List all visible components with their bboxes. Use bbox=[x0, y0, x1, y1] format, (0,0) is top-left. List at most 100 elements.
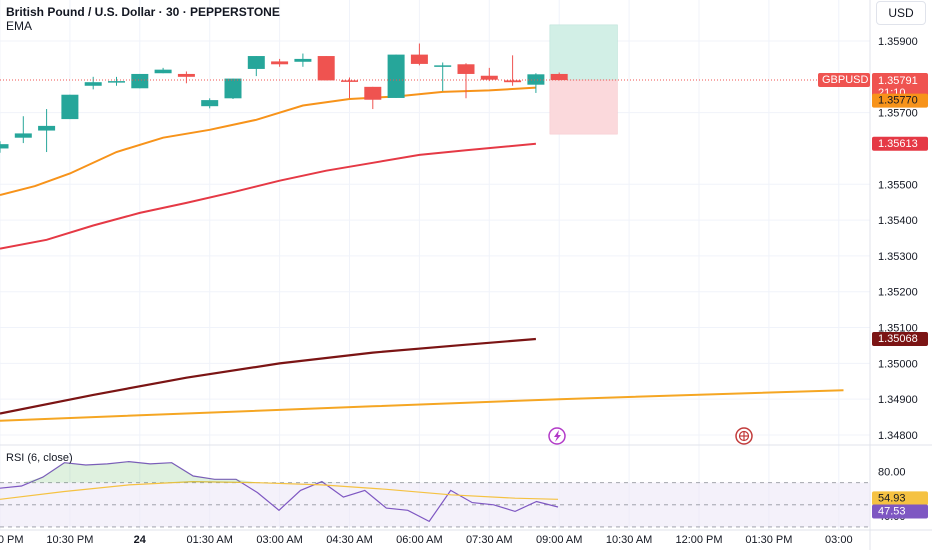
series-line-ema_long bbox=[0, 389, 844, 422]
time-tick-label: 04:30 AM bbox=[326, 534, 372, 546]
rsi-pane: 80.0040.00 bbox=[0, 460, 906, 528]
candle-body bbox=[154, 69, 172, 74]
candle-body bbox=[480, 75, 498, 80]
symbol-badge-text: GBPUSD bbox=[822, 74, 869, 86]
price-badges: GBPUSD 1.3579121:101.357701.356131.350685… bbox=[818, 73, 928, 519]
candle bbox=[504, 55, 522, 86]
time-tick-label: 01:30 PM bbox=[745, 534, 792, 546]
time-axis[interactable]: 09:00 PM 10:30 PM 24 01:30 AM 03:00 AM 04:30 … bbox=[0, 534, 853, 546]
time-tick-label: 06:00 AM bbox=[396, 534, 442, 546]
loss-zone bbox=[549, 79, 618, 135]
profit-zone bbox=[549, 24, 618, 81]
time-tick-label: 03:00 AM bbox=[256, 534, 302, 546]
candle-body bbox=[247, 56, 265, 69]
candle bbox=[131, 73, 149, 89]
series-line-ema_fast bbox=[0, 86, 536, 196]
candle bbox=[177, 71, 195, 84]
candle bbox=[410, 43, 428, 66]
candle bbox=[201, 98, 219, 109]
symbol-badge-bg bbox=[818, 73, 870, 88]
time-tick-label: 24 bbox=[134, 534, 147, 546]
currency-button[interactable]: USD bbox=[876, 1, 926, 25]
price-tick-label: 1.35400 bbox=[878, 215, 918, 227]
candle-body bbox=[38, 125, 56, 131]
candle-body bbox=[387, 54, 405, 98]
rsi-tick-label: 80.00 bbox=[878, 467, 906, 479]
price-tick-label: 1.34900 bbox=[878, 394, 918, 406]
time-tick-label: 03:00 bbox=[825, 534, 853, 546]
candle-body bbox=[550, 73, 568, 81]
time-tick-label: 09:00 PM bbox=[0, 534, 24, 546]
last-price-value: 1.35791 bbox=[878, 75, 918, 87]
candle-body bbox=[410, 54, 428, 64]
series-line-ema_mid bbox=[0, 142, 536, 250]
candle bbox=[480, 67, 498, 82]
candle bbox=[341, 77, 358, 99]
price-axis[interactable]: 1.35900 1.35700 1.35500 1.35400 1.35300 1.352… bbox=[878, 36, 918, 442]
position-tool[interactable] bbox=[549, 24, 618, 135]
candle-body bbox=[527, 74, 545, 85]
candle-body bbox=[108, 81, 125, 83]
candle-body bbox=[341, 80, 358, 82]
candle bbox=[61, 94, 79, 120]
ema-fast-badge: 1.35770 bbox=[872, 93, 928, 108]
candle-body bbox=[0, 144, 9, 149]
candle bbox=[434, 62, 452, 92]
rsi-label[interactable]: RSI (6, close) bbox=[6, 452, 73, 464]
rsi-badge-0-bg bbox=[872, 491, 928, 506]
ema-fast-badge-text: 1.35770 bbox=[878, 95, 918, 107]
time-tick-label: 07:30 AM bbox=[466, 534, 512, 546]
candle bbox=[0, 141, 9, 153]
candle-body bbox=[61, 94, 79, 120]
ema-mid-badge: 1.35613 bbox=[872, 136, 928, 151]
candle bbox=[364, 86, 382, 110]
candle-body bbox=[177, 73, 195, 77]
ema-slow-badge-text: 1.35068 bbox=[878, 333, 918, 345]
candle-body bbox=[364, 86, 382, 100]
candle bbox=[224, 78, 242, 100]
candle-body bbox=[317, 56, 335, 81]
candle bbox=[271, 58, 289, 67]
candle bbox=[550, 72, 568, 81]
ema-slow-badge-bg bbox=[872, 332, 928, 347]
time-tick-label: 09:00 AM bbox=[536, 534, 582, 546]
candle-body bbox=[457, 64, 475, 74]
last-price-badge-bg bbox=[872, 73, 928, 100]
candle bbox=[247, 56, 265, 77]
price-tick-label: 1.35000 bbox=[878, 358, 918, 370]
candle-body bbox=[84, 82, 102, 86]
rsi-badge-0: 54.93 bbox=[872, 491, 928, 506]
indicator-label[interactable]: EMA bbox=[6, 19, 33, 33]
ema-fast-badge-bg bbox=[872, 93, 928, 108]
ema-mid-badge-text: 1.35613 bbox=[878, 138, 918, 150]
rsi-overbought-fill bbox=[0, 461, 558, 483]
price-tick-label: 1.34800 bbox=[878, 430, 918, 442]
symbol-badge: GBPUSD bbox=[818, 73, 870, 88]
ema-slow-badge: 1.35068 bbox=[872, 332, 928, 347]
rsi-badge-0-text: 54.93 bbox=[878, 492, 906, 504]
globe-icon[interactable] bbox=[735, 427, 753, 445]
price-tick-label: 1.35300 bbox=[878, 251, 918, 263]
candle bbox=[14, 116, 32, 144]
event-icons[interactable] bbox=[548, 427, 753, 445]
price-tick-label: 1.35900 bbox=[878, 36, 918, 48]
rsi-series-rsi_ma bbox=[0, 480, 559, 500]
candle-body bbox=[504, 80, 522, 83]
candle bbox=[84, 76, 102, 90]
time-tick-label: 10:30 PM bbox=[46, 534, 93, 546]
candle-body bbox=[201, 100, 219, 107]
flash-icon[interactable] bbox=[548, 427, 566, 445]
candle-body bbox=[294, 58, 312, 62]
candle bbox=[317, 56, 335, 81]
candle-body bbox=[131, 73, 149, 89]
candle-body bbox=[224, 78, 242, 99]
candle bbox=[294, 53, 312, 67]
price-tick-label: 1.35200 bbox=[878, 287, 918, 299]
price-tick-label: 1.35100 bbox=[878, 323, 918, 335]
candle bbox=[527, 73, 545, 93]
candle-body bbox=[14, 133, 32, 138]
rsi-badge-1: 47.53 bbox=[872, 504, 928, 519]
time-tick-label: 12:00 PM bbox=[675, 534, 722, 546]
